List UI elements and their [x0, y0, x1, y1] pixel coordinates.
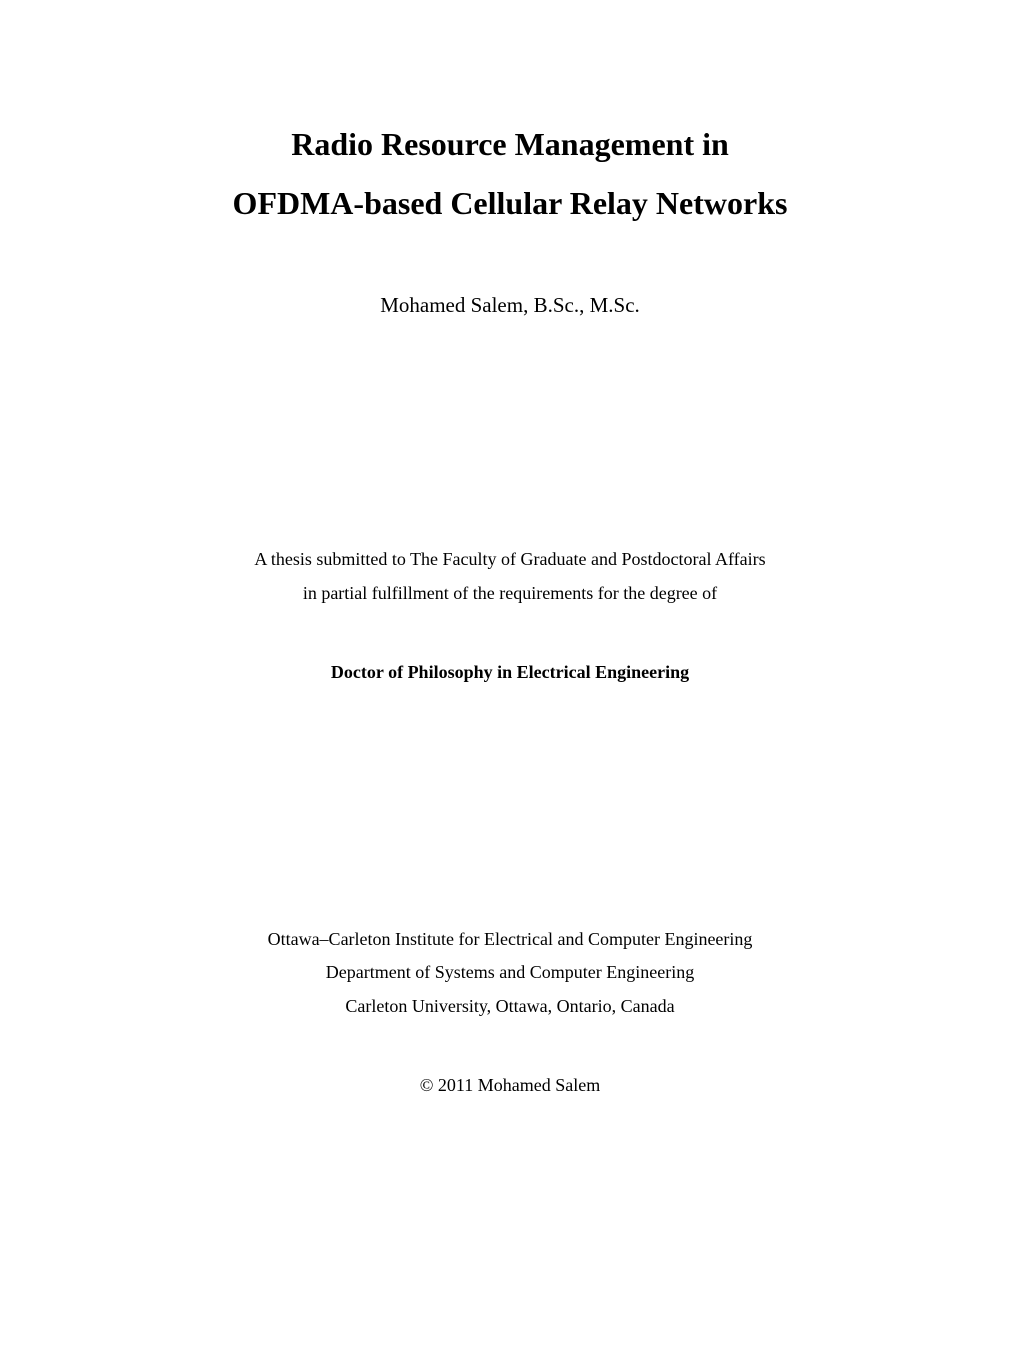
copyright-notice: © 2011 Mohamed Salem	[420, 1075, 600, 1096]
thesis-title-page: Radio Resource Management in OFDMA-based…	[0, 0, 1020, 1349]
submission-statement: A thesis submitted to The Faculty of Gra…	[254, 543, 765, 610]
submission-line-2: in partial fulfillment of the requiremen…	[254, 577, 765, 610]
title-line-2: OFDMA-based Cellular Relay Networks	[233, 174, 788, 233]
institution-line-1: Ottawa–Carleton Institute for Electrical…	[268, 923, 753, 956]
author-name: Mohamed Salem, B.Sc., M.Sc.	[380, 293, 640, 318]
title-line-1: Radio Resource Management in	[233, 115, 788, 174]
institution-block: Ottawa–Carleton Institute for Electrical…	[268, 923, 753, 1023]
degree-title: Doctor of Philosophy in Electrical Engin…	[331, 662, 689, 683]
institution-line-2: Department of Systems and Computer Engin…	[268, 956, 753, 989]
title-block: Radio Resource Management in OFDMA-based…	[233, 115, 788, 233]
submission-line-1: A thesis submitted to The Faculty of Gra…	[254, 543, 765, 576]
institution-line-3: Carleton University, Ottawa, Ontario, Ca…	[268, 990, 753, 1023]
